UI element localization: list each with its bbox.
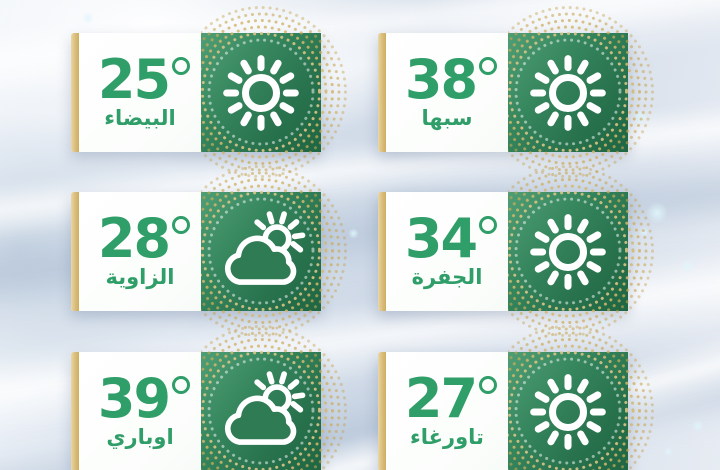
temperature-info: 38 سبها [386, 33, 508, 152]
weather-card-sabha: 38 سبها [378, 33, 628, 152]
sun-icon [530, 54, 606, 131]
bokeh-dot [600, 317, 608, 325]
bokeh-dot [82, 12, 94, 24]
weather-icon-panel [508, 33, 628, 152]
sun-icon [223, 54, 299, 131]
gold-accent-bar [378, 352, 386, 470]
temperature-value: 38 [404, 47, 478, 111]
gold-accent-bar [378, 192, 386, 311]
city-name: تاورغاء [410, 425, 484, 450]
city-name: البيضاء [104, 106, 176, 131]
temperature-value: 28 [97, 206, 171, 270]
temperature-value: 39 [97, 366, 171, 430]
weather-card-tawergha: 27 تاورغاء [378, 352, 628, 470]
weather-card-albayda: 25 البيضاء [71, 33, 321, 152]
city-name: سبها [421, 106, 473, 131]
gold-accent-bar [71, 192, 79, 311]
bokeh-dot [646, 202, 668, 224]
sun-icon [530, 213, 606, 290]
weather-icon-panel [201, 352, 321, 470]
city-name: الجفرة [411, 265, 483, 290]
degree-symbol [172, 375, 191, 394]
degree-symbol [479, 56, 498, 75]
city-name: اوباري [106, 425, 174, 450]
temperature-value: 34 [404, 206, 478, 270]
weather-icon-panel [508, 192, 628, 311]
gold-accent-bar [71, 33, 79, 152]
degree-symbol [479, 215, 498, 234]
bokeh-dot [348, 228, 359, 239]
temperature-value: 25 [97, 47, 171, 111]
degree-symbol [479, 375, 498, 394]
partly-cloudy-icon [224, 210, 306, 285]
weather-card-zawiya: 28 الزاوية [71, 192, 321, 311]
temperature-value: 27 [404, 366, 478, 430]
partly-cloudy-icon [224, 370, 306, 445]
city-name: الزاوية [105, 265, 175, 290]
degree-symbol [172, 215, 191, 234]
temperature-info: 28 الزاوية [79, 192, 201, 311]
bokeh-dot [633, 110, 647, 124]
degree-symbol [172, 56, 191, 75]
gold-accent-bar [378, 33, 386, 152]
bokeh-dot [639, 227, 649, 237]
weather-icon-panel [201, 192, 321, 311]
temperature-info: 25 البيضاء [79, 33, 201, 152]
bokeh-dot [681, 260, 694, 273]
bokeh-dot [692, 420, 704, 432]
sun-icon [530, 373, 606, 450]
bokeh-dot [664, 447, 673, 456]
temperature-info: 27 تاورغاء [386, 352, 508, 470]
weather-icon-panel [201, 33, 321, 152]
gold-accent-bar [71, 352, 79, 470]
temperature-info: 39 اوباري [79, 352, 201, 470]
weather-card-ubari: 39 اوباري [71, 352, 321, 470]
temperature-info: 34 الجفرة [386, 192, 508, 311]
weather-card-jufra: 34 الجفرة [378, 192, 628, 311]
weather-icon-panel [508, 352, 628, 470]
